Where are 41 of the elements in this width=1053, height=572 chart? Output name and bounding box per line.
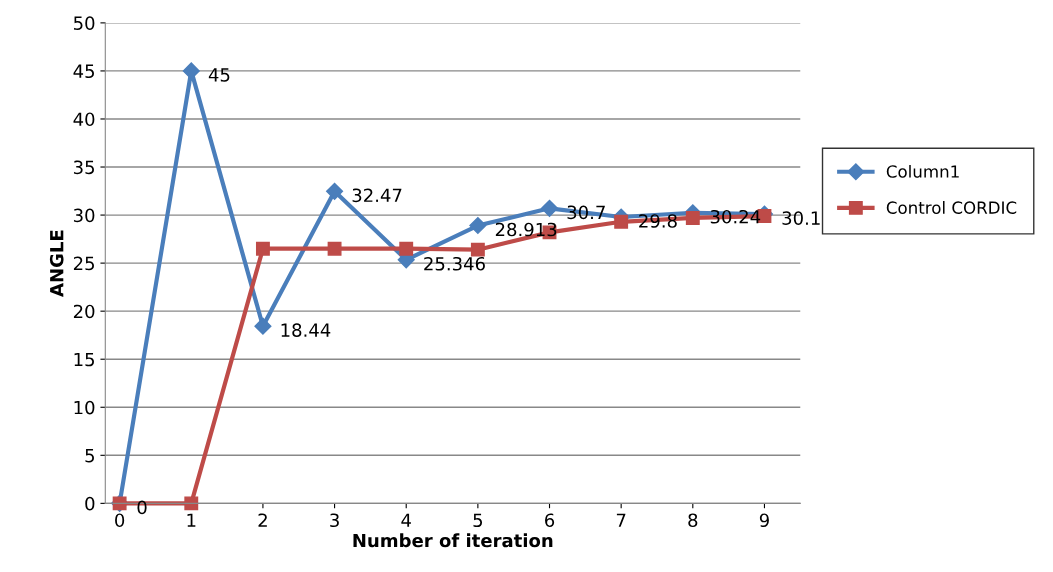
x-tick-label: 3	[330, 513, 339, 528]
y-tick-label: 15	[74, 352, 94, 367]
x-tick-label: 2	[258, 513, 267, 527]
y-tick-label: 25	[73, 256, 94, 271]
y-axis-title: ANGLE	[49, 230, 64, 297]
data-label: 18.44	[281, 323, 331, 337]
point	[469, 216, 487, 235]
x-tick-label: 1	[187, 513, 196, 527]
point	[470, 242, 485, 257]
data-label: 25.346	[424, 256, 485, 271]
x-tick-label: 8	[688, 513, 698, 528]
data-label: 45	[208, 68, 230, 82]
point	[255, 241, 270, 256]
point	[685, 211, 700, 225]
x-tick-label: 7	[616, 513, 626, 527]
data-label: 30.1	[782, 211, 820, 225]
y-tick-label: 45	[73, 64, 94, 79]
point	[254, 317, 272, 335]
y-tick-label: 10	[74, 400, 95, 415]
x-tick-label: 0	[115, 513, 125, 528]
y-tick-label: 50	[74, 16, 95, 30]
point	[326, 182, 344, 200]
point	[614, 214, 629, 229]
x-tick-label: 6	[545, 513, 555, 528]
legend-label: Column1	[886, 164, 959, 178]
y-tick-label: 5	[85, 449, 94, 463]
point	[184, 496, 199, 511]
y-tick-label: 30	[73, 208, 95, 223]
point	[327, 241, 342, 256]
y-tick-label: 20	[73, 304, 95, 319]
y-tick-label: 35	[73, 160, 94, 175]
x-tick-label: 5	[473, 513, 483, 528]
x-tick-label: 9	[759, 513, 769, 528]
y-tick-label: 0	[85, 496, 95, 511]
x-axis-title: Number of iteration	[353, 533, 553, 548]
y-tick-label: 40	[73, 112, 95, 127]
data-label: 32.47	[352, 188, 402, 203]
point	[540, 199, 559, 217]
legend-label: Control CORDIC	[886, 201, 1017, 214]
point	[399, 241, 414, 256]
x-tick-label: 4	[401, 513, 411, 527]
